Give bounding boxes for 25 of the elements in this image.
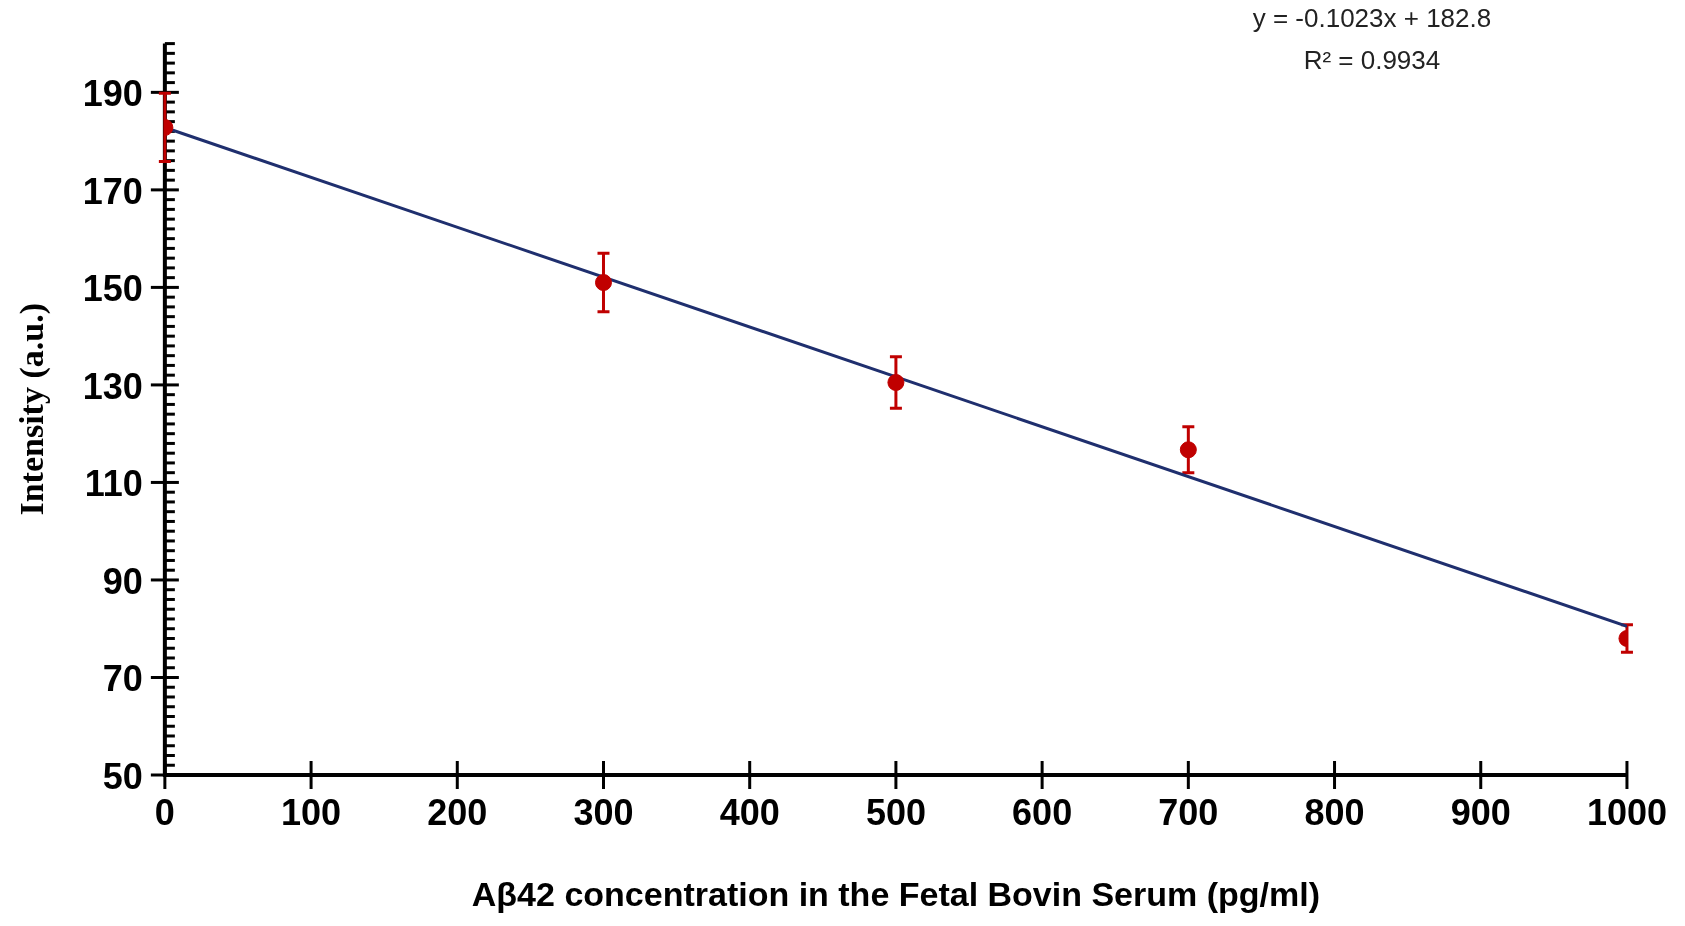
y-tick-label: 150 [82,268,143,310]
x-tick-label: 700 [1158,791,1219,833]
y-tick-label: 70 [102,658,143,700]
y-tick-label: 170 [82,170,143,212]
point [1179,441,1197,459]
x-tick-label: 200 [427,791,488,833]
x-tick-label: 600 [1012,791,1073,833]
y-tick-label: 90 [102,560,143,602]
y-tick-label: 130 [82,365,143,407]
x-tick-label: 100 [281,791,342,833]
x-tick-label: 0 [154,791,175,833]
annotation: R² = 0.9934 [1303,45,1441,76]
y-tick-label: 190 [82,73,143,115]
y-axis-title: Intensity (a.u.) [13,303,52,516]
x-tick-label: 300 [573,791,634,833]
point [887,373,905,391]
x-tick-label: 900 [1450,791,1511,833]
x-tick-label: 400 [719,791,780,833]
x-tick-label: 500 [865,791,926,833]
x-axis-title: Aβ42 concentration in the Fetal Bovin Serum (pg/ml) [471,874,1321,913]
x-tick-label: 800 [1304,791,1365,833]
y-tick-label: 50 [102,755,143,797]
x-tick-label: 1000 [1586,791,1667,833]
text: y = -0.1023x + 182.8 [1252,3,1492,34]
y-tick-label: 110 [84,463,143,505]
